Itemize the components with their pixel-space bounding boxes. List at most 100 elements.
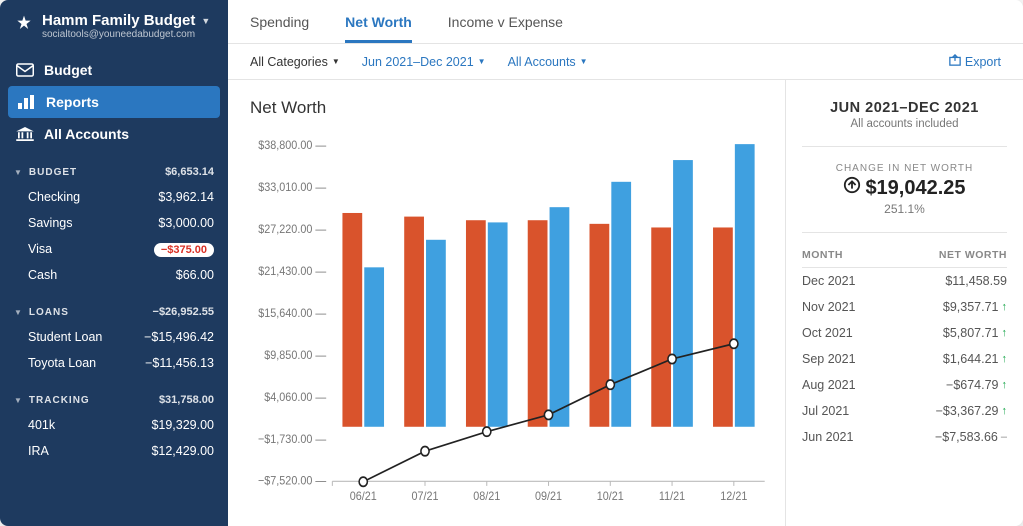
row-networth: $1,644.21: [943, 352, 999, 366]
negative-balance-pill: −$375.00: [154, 243, 214, 257]
tab-income-v-expense[interactable]: Income v Expense: [448, 14, 563, 43]
sidebar: Hamm Family Budget ▼ socialtools@youneed…: [0, 0, 228, 526]
section-total: −$26,952.55: [153, 306, 214, 318]
account-balance: −$11,456.13: [145, 356, 214, 370]
report-content: Net Worth $38,800.00 —$33,010.00 —$27,22…: [228, 80, 1023, 526]
nav-label: All Accounts: [44, 126, 129, 142]
summary-table-head: MONTH NET WORTH: [802, 249, 1007, 268]
filter-categories[interactable]: All Categories ▼: [250, 55, 340, 69]
section-total: $6,653.14: [165, 166, 214, 178]
main-panel: Spending Net Worth Income v Expense All …: [228, 0, 1023, 526]
account-row[interactable]: 401k$19,329.00: [0, 412, 228, 438]
summary-rows: Dec 2021 $11,458.59 Nov 2021$9,357.71↑Oct …: [802, 268, 1007, 450]
ynab-logo-icon: [14, 14, 34, 34]
account-name: IRA: [28, 444, 49, 458]
summary-row[interactable]: Dec 2021 $11,458.59: [802, 268, 1007, 294]
budget-name: Hamm Family Budget: [42, 12, 195, 29]
row-month: Sep 2021: [802, 352, 856, 366]
section-title: BUDGET: [29, 167, 77, 178]
account-row[interactable]: Visa−$375.00: [0, 236, 228, 262]
summary-subtitle: All accounts included: [802, 118, 1007, 130]
budget-switcher[interactable]: Hamm Family Budget ▼ socialtools@youneed…: [0, 0, 228, 50]
trend-up-icon: ↑: [1002, 301, 1008, 313]
report-tabs: Spending Net Worth Income v Expense: [228, 0, 1023, 44]
filter-date-range[interactable]: Jun 2021–Dec 2021 ▼: [362, 55, 486, 69]
summary-row[interactable]: Aug 2021−$674.79↑: [802, 372, 1007, 398]
account-row[interactable]: Student Loan −$15,496.42: [0, 324, 228, 350]
section-title: LOANS: [29, 307, 69, 318]
nav-label: Budget: [44, 62, 92, 78]
account-section-header[interactable]: ▼ BUDGET $6,653.14: [0, 160, 228, 184]
row-month: Jun 2021: [802, 430, 853, 444]
account-row[interactable]: Savings $3,000.00: [0, 210, 228, 236]
bank-icon: [16, 127, 34, 141]
svg-text:$15,640.00 —: $15,640.00 —: [258, 307, 326, 320]
filter-label: Jun 2021–Dec 2021: [362, 55, 474, 69]
tab-spending[interactable]: Spending: [250, 14, 309, 43]
envelope-icon: [16, 63, 34, 77]
filter-accounts[interactable]: All Accounts ▼: [508, 55, 588, 69]
chart-title: Net Worth: [250, 98, 775, 118]
nav-reports[interactable]: Reports: [8, 86, 220, 118]
svg-text:07/21: 07/21: [411, 490, 438, 503]
account-name: Checking: [28, 190, 80, 204]
chart-area: Net Worth $38,800.00 —$33,010.00 —$27,22…: [228, 80, 785, 526]
account-row[interactable]: Cash $66.00: [0, 262, 228, 288]
svg-text:$4,060.00 —: $4,060.00 —: [264, 391, 326, 404]
account-name: 401k: [28, 418, 55, 432]
app-root: Hamm Family Budget ▼ socialtools@youneed…: [0, 0, 1023, 526]
row-networth: −$674.79: [946, 378, 998, 392]
svg-text:11/21: 11/21: [659, 490, 685, 503]
chevron-down-icon: ▼: [580, 57, 588, 66]
export-button[interactable]: Export: [949, 54, 1001, 69]
chevron-down-icon: ▼: [332, 57, 340, 66]
nav-label: Reports: [46, 94, 99, 110]
sidebar-nav: Budget Reports All Accounts: [0, 50, 228, 154]
account-name: Student Loan: [28, 330, 102, 344]
account-row[interactable]: IRA $12,429.00: [0, 438, 228, 464]
svg-text:08/21: 08/21: [473, 490, 500, 503]
change-value: $19,042.25: [802, 176, 1007, 200]
export-label: Export: [965, 55, 1001, 69]
nav-all-accounts[interactable]: All Accounts: [0, 118, 228, 150]
account-row[interactable]: Checking $3,962.14: [0, 184, 228, 210]
summary-row[interactable]: Sep 2021$1,644.21↑: [802, 346, 1007, 372]
svg-text:−$7,520.00 —: −$7,520.00 —: [258, 475, 327, 488]
account-row[interactable]: Toyota Loan −$11,456.13: [0, 350, 228, 376]
summary-row[interactable]: Nov 2021$9,357.71↑: [802, 294, 1007, 320]
chevron-down-icon: ▼: [478, 57, 486, 66]
summary-row[interactable]: Jun 2021−$7,583.66–: [802, 424, 1007, 450]
svg-text:09/21: 09/21: [535, 490, 562, 503]
nav-budget[interactable]: Budget: [0, 54, 228, 86]
svg-text:$33,010.00 —: $33,010.00 —: [258, 181, 326, 194]
account-section-header[interactable]: ▼TRACKING$31,758.00: [0, 388, 228, 412]
account-balance: $3,000.00: [158, 216, 214, 230]
filter-label: All Accounts: [508, 55, 576, 69]
chevron-down-icon: ▼: [14, 308, 23, 317]
summary-row[interactable]: Oct 2021$5,807.71↑: [802, 320, 1007, 346]
bars-icon: [18, 95, 36, 109]
account-section-header[interactable]: ▼ LOANS −$26,952.55: [0, 300, 228, 324]
chevron-down-icon: ▼: [14, 168, 23, 177]
account-name: Savings: [28, 216, 72, 230]
account-email: socialtools@youneedabudget.com: [42, 29, 214, 40]
account-balance: $3,962.14: [158, 190, 214, 204]
svg-text:06/21: 06/21: [350, 490, 377, 503]
account-name: Toyota Loan: [28, 356, 96, 370]
account-name: Cash: [28, 268, 57, 282]
row-networth: $11,458.59: [945, 274, 1007, 288]
account-balance: $66.00: [176, 268, 214, 282]
change-label: CHANGE IN NET WORTH: [802, 163, 1007, 174]
sidebar-accounts: ▼ BUDGET $6,653.14 Checking $3,962.14 Savings…: [0, 154, 228, 470]
net-worth-chart: $38,800.00 —$33,010.00 —$27,220.00 —$21,…: [250, 134, 775, 516]
tab-net-worth[interactable]: Net Worth: [345, 14, 412, 43]
change-percent: 251.1%: [802, 202, 1007, 216]
account-balance: $12,429.00: [151, 444, 214, 458]
summary-row[interactable]: Jul 2021−$3,367.29↑: [802, 398, 1007, 424]
trend-up-icon: ↑: [1002, 379, 1008, 391]
col-networth: NET WORTH: [939, 249, 1007, 261]
row-month: Dec 2021: [802, 274, 856, 288]
svg-text:10/21: 10/21: [597, 490, 624, 503]
summary-panel: JUN 2021–DEC 2021 All accounts included …: [785, 80, 1023, 526]
account-balance: −$15,496.42: [144, 330, 214, 344]
